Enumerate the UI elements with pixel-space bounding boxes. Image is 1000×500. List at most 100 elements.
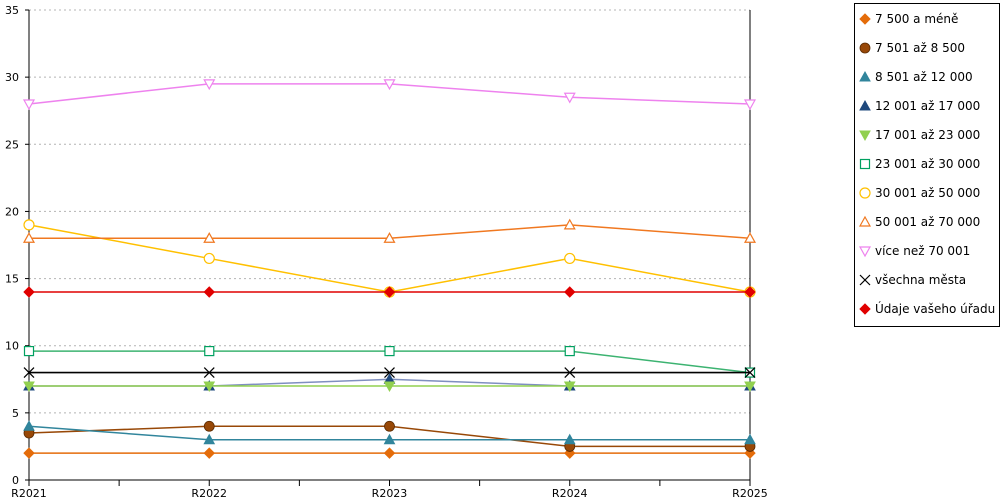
legend-item: 50 001 až 70 000 bbox=[858, 215, 980, 229]
legend-item: 17 001 až 23 000 bbox=[859, 128, 980, 142]
legend-marker bbox=[859, 187, 871, 199]
series-6 bbox=[23, 219, 756, 298]
data-point bbox=[23, 381, 35, 393]
data-point bbox=[204, 345, 215, 357]
grid bbox=[29, 9, 750, 414]
data-point bbox=[744, 433, 756, 445]
data-point bbox=[203, 381, 216, 393]
x-stroke bbox=[564, 367, 576, 378]
data-point bbox=[203, 447, 215, 459]
y-tick-label: 5 bbox=[12, 407, 19, 420]
legend-item: 12 001 až 17 000 bbox=[859, 99, 980, 113]
x-stroke bbox=[23, 367, 35, 378]
legend-label: Údaje vašeho úřadu bbox=[875, 301, 995, 316]
data-point bbox=[563, 433, 576, 445]
legend-label: 30 001 až 50 000 bbox=[875, 186, 980, 200]
legend-marker bbox=[859, 274, 871, 286]
data-point bbox=[22, 99, 36, 111]
data-point bbox=[744, 286, 756, 298]
data-point bbox=[203, 433, 216, 445]
legend-label: 7 500 a méně bbox=[875, 12, 958, 26]
x-tick-label: R2025 bbox=[732, 487, 768, 500]
x-stroke bbox=[744, 367, 756, 378]
axes: 0 5 10 15 20 25 30 35 R2021 R2022 R2023 R2024 R2025 bbox=[5, 4, 768, 500]
series-10 bbox=[23, 286, 756, 298]
legend-marker bbox=[859, 303, 871, 315]
legend-label: všechna města bbox=[875, 273, 966, 287]
legend-label: 8 501 až 12 000 bbox=[875, 70, 973, 84]
legend-item: 23 001 až 30 000 bbox=[859, 157, 980, 171]
x-tick-label: R2023 bbox=[372, 487, 408, 500]
data-point bbox=[743, 99, 757, 111]
data-point bbox=[383, 232, 396, 243]
series-0 bbox=[23, 447, 756, 459]
x-stroke bbox=[859, 274, 871, 286]
legend-marker bbox=[859, 99, 871, 111]
data-point bbox=[383, 381, 396, 393]
legend-marker bbox=[859, 158, 871, 170]
data-point bbox=[743, 232, 757, 243]
data-point bbox=[23, 447, 35, 459]
y-tick-label: 20 bbox=[5, 205, 19, 218]
series-8 bbox=[22, 79, 757, 111]
data-point bbox=[744, 367, 756, 378]
data-point bbox=[384, 345, 395, 357]
legend-item: 30 001 až 50 000 bbox=[859, 186, 980, 200]
x-tick-label: R2021 bbox=[11, 487, 47, 500]
legend-box bbox=[854, 3, 1000, 327]
data-point bbox=[22, 232, 36, 243]
y-tick-label: 30 bbox=[5, 71, 19, 84]
data-point bbox=[564, 286, 576, 298]
legend-marker bbox=[859, 70, 871, 82]
data-point bbox=[203, 286, 215, 298]
data-point bbox=[203, 367, 215, 378]
data-point bbox=[563, 92, 576, 104]
data-point bbox=[564, 252, 576, 265]
legend-marker bbox=[859, 13, 871, 25]
data-point bbox=[23, 345, 35, 357]
data-point bbox=[23, 286, 35, 298]
data-point bbox=[203, 79, 216, 91]
legend-marker bbox=[858, 215, 872, 227]
x-stroke bbox=[384, 367, 395, 378]
data-point bbox=[203, 420, 215, 432]
series-7 bbox=[22, 218, 757, 243]
legend-item: všechna města bbox=[859, 273, 966, 287]
data-point bbox=[383, 286, 396, 298]
data-point bbox=[384, 420, 395, 432]
legend-label: 12 001 až 17 000 bbox=[875, 99, 980, 113]
data-point bbox=[384, 367, 395, 378]
data-point bbox=[23, 219, 35, 231]
legend-label: 7 501 až 8 500 bbox=[875, 41, 965, 55]
x-tick-label: R2024 bbox=[552, 487, 588, 500]
x-tick-label: R2022 bbox=[191, 487, 227, 500]
legend-item: 7 501 až 8 500 bbox=[859, 41, 965, 55]
legend-label: 23 001 až 30 000 bbox=[875, 157, 980, 171]
legend-item: více než 70 001 bbox=[858, 244, 970, 258]
series-2 bbox=[23, 420, 756, 445]
legend-label: více než 70 001 bbox=[875, 244, 970, 258]
y-tick-label: 15 bbox=[5, 273, 19, 286]
legend-label: 50 001 až 70 000 bbox=[875, 215, 980, 229]
data-point bbox=[383, 447, 396, 459]
series-4 bbox=[23, 381, 756, 393]
legend-marker bbox=[859, 42, 871, 54]
data-point bbox=[564, 367, 576, 378]
y-tick-label: 25 bbox=[5, 138, 19, 151]
data-point bbox=[203, 252, 215, 265]
legend-marker bbox=[858, 246, 872, 258]
data-point bbox=[383, 433, 396, 445]
data-point bbox=[564, 345, 575, 357]
legend-marker bbox=[859, 130, 871, 142]
legend: 7 500 a méně 7 501 až 8 500 8 501 až 12 00… bbox=[854, 3, 1000, 327]
data-point bbox=[563, 381, 576, 393]
data-point bbox=[383, 79, 396, 91]
legend-item: 8 501 až 12 000 bbox=[859, 70, 973, 84]
y-tick-label: 35 bbox=[5, 4, 19, 17]
data-point bbox=[744, 381, 756, 393]
legend-item: Údaje vašeho úřadu bbox=[859, 301, 995, 316]
legend-label: 17 001 až 23 000 bbox=[875, 128, 980, 142]
series-9 bbox=[23, 367, 756, 378]
data-point bbox=[563, 218, 576, 230]
